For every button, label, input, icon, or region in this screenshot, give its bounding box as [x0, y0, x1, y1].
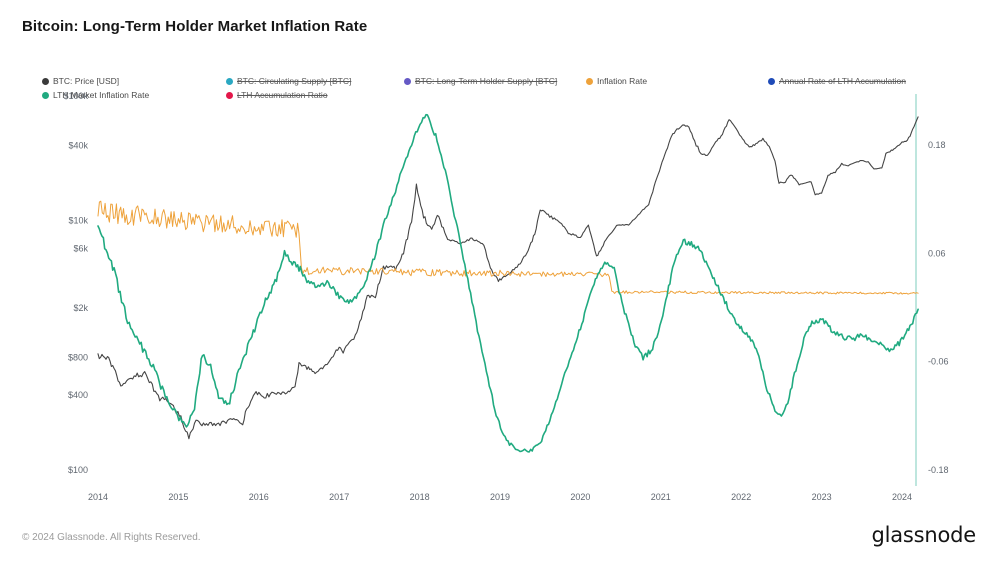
- legend-label: Inflation Rate: [597, 76, 648, 86]
- y-left-tick-label: $800: [68, 352, 88, 362]
- y-left-tick-label: $6k: [73, 243, 88, 253]
- series-line-btc-price-usd: [97, 116, 919, 440]
- series-line-inflation-rate: [97, 200, 919, 295]
- legend-item-inflation-rate[interactable]: Inflation Rate: [586, 76, 768, 87]
- y-left-tick-label: $400: [68, 390, 88, 400]
- legend-label: BTC: Circulating Supply [BTC]: [237, 76, 352, 86]
- x-tick-label: 2015: [168, 492, 188, 502]
- legend-item-lth-accumulation-ratio[interactable]: LTH Accumulation Ratio: [226, 90, 404, 101]
- x-tick-label: 2020: [570, 492, 590, 502]
- legend-label: Annual Rate of LTH Accumulation: [779, 76, 906, 86]
- y-left-tick-label: $2k: [73, 303, 88, 313]
- y-left-tick-label: $100k: [63, 91, 88, 101]
- legend-label: LTH Accumulation Ratio: [237, 90, 328, 100]
- series-line-lth-market-inflation-rate: [97, 113, 919, 453]
- legend-item-btc-long-term-holder-supply-btc[interactable]: BTC: Long-Term Holder Supply [BTC]: [404, 76, 586, 87]
- legend-dot: [42, 92, 49, 99]
- x-tick-label: 2024: [892, 492, 912, 502]
- legend-label: LTH Market Inflation Rate: [53, 90, 150, 100]
- legend-label: BTC: Long-Term Holder Supply [BTC]: [415, 76, 558, 86]
- legend-label: BTC: Price [USD]: [53, 76, 120, 86]
- legend-dot: [404, 78, 411, 85]
- y-right-tick-label: 0.06: [928, 248, 946, 258]
- x-tick-label: 2017: [329, 492, 349, 502]
- legend-item-btc-circulating-supply-btc[interactable]: BTC: Circulating Supply [BTC]: [226, 76, 404, 87]
- x-tick-label: 2014: [88, 492, 108, 502]
- y-right-tick-label: 0.18: [928, 140, 946, 150]
- x-tick-label: 2018: [410, 492, 430, 502]
- legend-item-lth-market-inflation-rate[interactable]: LTH Market Inflation Rate: [42, 90, 226, 101]
- legend-dot: [226, 92, 233, 99]
- x-tick-label: 2016: [249, 492, 269, 502]
- y-left-tick-label: $100: [68, 465, 88, 475]
- legend-item-annual-rate-of-lth-accumulation[interactable]: Annual Rate of LTH Accumulation: [768, 76, 948, 87]
- x-tick-label: 2019: [490, 492, 510, 502]
- footer-copyright: © 2024 Glassnode. All Rights Reserved.: [22, 532, 201, 543]
- legend-dot: [768, 78, 775, 85]
- legend-dot: [586, 78, 593, 85]
- x-tick-label: 2022: [731, 492, 751, 502]
- legend-item-btc-price-usd[interactable]: BTC: Price [USD]: [42, 76, 226, 87]
- y-left-tick-label: $40k: [68, 141, 88, 151]
- glassnode-logo: glassnode: [871, 523, 976, 547]
- legend-dot: [42, 78, 49, 85]
- legend-dot: [226, 78, 233, 85]
- y-right-tick-label: -0.06: [928, 357, 949, 367]
- page-title: Bitcoin: Long-Term Holder Market Inflati…: [22, 18, 368, 35]
- y-left-tick-label: $10k: [68, 216, 88, 226]
- x-tick-label: 2023: [812, 492, 832, 502]
- x-tick-label: 2021: [651, 492, 671, 502]
- y-right-tick-label: -0.18: [928, 465, 949, 475]
- legend: BTC: Price [USD] BTC: Circulating Supply …: [42, 76, 948, 101]
